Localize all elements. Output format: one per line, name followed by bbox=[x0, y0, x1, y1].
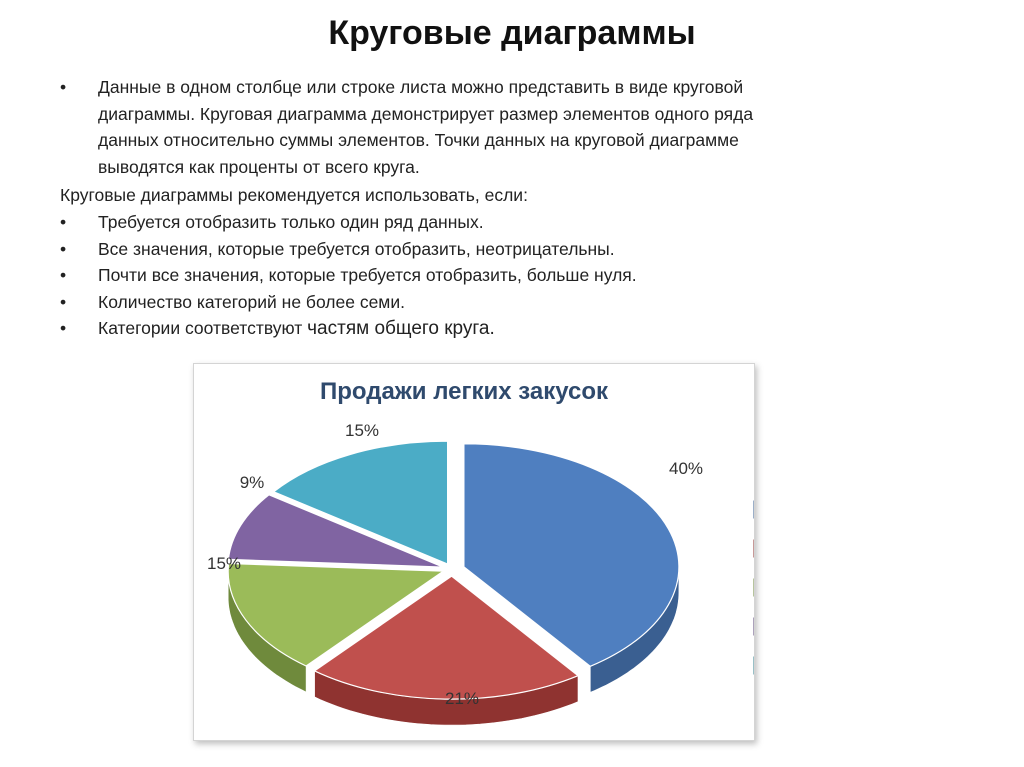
intro-line: Данные в одном столбце или строке листа … bbox=[98, 77, 744, 97]
pie-slice-0 bbox=[463, 443, 680, 667]
pie-slice-2 bbox=[227, 562, 446, 667]
pie-slice-4 bbox=[272, 440, 449, 565]
bullet-glyph: • bbox=[60, 238, 67, 259]
intro-line: выводятся как проценты от всего круга. bbox=[98, 156, 420, 177]
condition-item: • Все значения, которые требуется отобра… bbox=[60, 236, 960, 263]
data-label: 15% bbox=[345, 421, 379, 440]
pie-chart: Продажи легких закусок40%21%15%9%15%Сэнд… bbox=[193, 363, 755, 741]
pie-slice-1 bbox=[313, 575, 580, 700]
data-label: 9% bbox=[240, 473, 265, 492]
condition-item: • Почти все значения, которые требуется … bbox=[60, 262, 960, 289]
recommend-text: Круговые диаграммы рекомендуется использ… bbox=[60, 185, 528, 205]
intro-line: диаграммы. Круговая диаграмма демонстрир… bbox=[98, 103, 754, 124]
data-label: 40% bbox=[669, 459, 703, 478]
bullet-glyph: • bbox=[60, 77, 67, 97]
condition-text: Почти все значения, которые требуется от… bbox=[98, 265, 637, 285]
chart-title: Продажи легких закусок bbox=[320, 378, 609, 405]
bullet-glyph: • bbox=[60, 291, 67, 312]
condition-text-emphasis: частям общего круга. bbox=[307, 318, 495, 339]
intro-bullet: • Данные в одном столбце или строке лист… bbox=[60, 74, 960, 180]
data-label: 21% bbox=[445, 689, 479, 708]
condition-item: • Категории соответствуют частям общего … bbox=[60, 315, 960, 343]
condition-text: Количество категорий не более семи. bbox=[98, 291, 405, 312]
bullet-glyph: • bbox=[60, 318, 67, 338]
condition-text: Категории соответствуют bbox=[98, 318, 303, 338]
condition-item: • Количество категорий не более семи. bbox=[60, 289, 960, 316]
condition-text: Все значения, которые требуется отобрази… bbox=[98, 238, 615, 259]
condition-item: • Требуется отобразить только один ряд д… bbox=[60, 209, 960, 236]
page-title: Круговые диаграммы bbox=[328, 14, 696, 52]
bullet-glyph: • bbox=[60, 265, 67, 285]
condition-text: Требуется отобразить только один ряд дан… bbox=[98, 212, 484, 232]
data-label: 15% bbox=[207, 554, 241, 573]
slide-body: • Данные в одном столбце или строке лист… bbox=[60, 74, 960, 343]
intro-line: данных относительно суммы элементов. Точ… bbox=[98, 130, 739, 150]
bullet-glyph: • bbox=[60, 212, 67, 232]
pie-tops bbox=[227, 440, 680, 700]
pie-chart-svg: Продажи легких закусок40%21%15%9%15%Сэнд… bbox=[207, 378, 754, 726]
pie-slice-3 bbox=[227, 494, 444, 568]
